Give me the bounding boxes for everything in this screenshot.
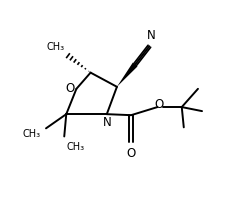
Text: N: N bbox=[102, 116, 111, 129]
Text: O: O bbox=[126, 147, 136, 160]
Text: O: O bbox=[65, 82, 75, 95]
Text: CH₃: CH₃ bbox=[46, 42, 64, 52]
Text: CH₃: CH₃ bbox=[66, 142, 84, 152]
Polygon shape bbox=[117, 63, 138, 87]
Text: N: N bbox=[147, 29, 156, 42]
Text: CH₃: CH₃ bbox=[23, 129, 41, 139]
Text: O: O bbox=[155, 98, 164, 111]
